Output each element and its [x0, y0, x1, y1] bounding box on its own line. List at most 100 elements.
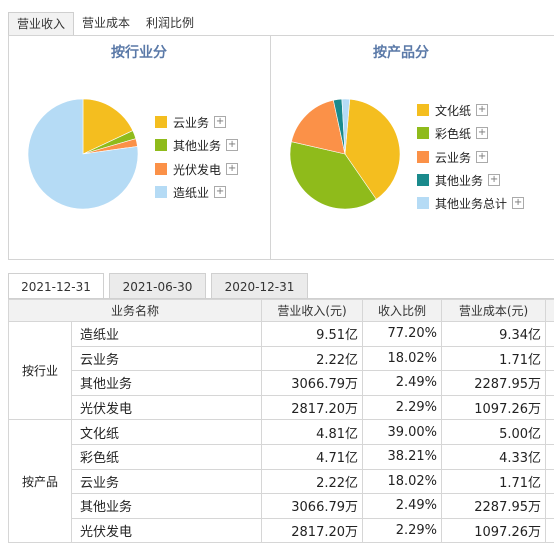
- row-cost: 1.71亿: [441, 345, 547, 372]
- legend-swatch: [155, 163, 167, 175]
- tab-cost[interactable]: 营业成本: [82, 16, 131, 30]
- product-chart-title: 按产品分: [373, 45, 429, 61]
- row-cost: 4.33亿: [441, 443, 547, 470]
- pie-slice-文化纸: [344, 98, 401, 200]
- chart-panel: [8, 35, 554, 260]
- group-label-product: 按产品: [8, 419, 72, 544]
- legend-swatch: [155, 139, 167, 151]
- row-revenue: 4.81亿: [261, 419, 364, 445]
- group-label-industry: 按行业: [8, 320, 72, 421]
- top-tab-bar: 营业收入 营业成本 利润比例: [8, 12, 202, 36]
- row-cost: 1.71亿: [441, 468, 547, 495]
- row-name: 造纸业: [70, 321, 263, 347]
- legend-item-cloud: 云业务 +: [417, 149, 489, 165]
- pie-slice-其他业务总计: [341, 98, 351, 155]
- row-cost: 9.34亿: [441, 321, 547, 347]
- header-ratio: 收入比例: [362, 299, 443, 322]
- legend-swatch: [417, 104, 429, 116]
- tab-revenue[interactable]: 营业收入: [8, 12, 75, 36]
- pie-slice-彩色纸: [289, 141, 377, 210]
- row-extra: [545, 493, 554, 519]
- row-cost: 5.00亿: [441, 419, 547, 445]
- legend-item-culture-paper: 文化纸 +: [417, 102, 489, 118]
- legend-label: 光伏发电: [173, 162, 222, 177]
- table-row: 其他业务 3066.79万 2.49% 2287.95万: [9, 370, 554, 396]
- row-extra: [545, 517, 554, 544]
- row-revenue: 3066.79万: [261, 493, 364, 519]
- legend-label: 云业务: [173, 115, 210, 130]
- row-revenue: 2817.20万: [261, 517, 364, 544]
- row-extra: [545, 468, 554, 495]
- legend-item-other-business: 其他业务 +: [417, 172, 501, 188]
- row-name: 光伏发电: [70, 517, 263, 544]
- legend-label: 其他业务总计: [435, 196, 508, 211]
- legend-item-other-business-total: 其他业务总计 +: [417, 195, 525, 211]
- row-revenue: 2817.20万: [261, 394, 364, 421]
- tab-date-2021-12-31[interactable]: 2021-12-31: [8, 273, 104, 299]
- tab-profit-ratio[interactable]: 利润比例: [146, 16, 195, 30]
- expand-plus-icon[interactable]: +: [226, 163, 239, 175]
- product-pie-chart: [289, 98, 401, 210]
- row-ratio: 77.20%: [362, 321, 443, 347]
- expand-plus-icon[interactable]: +: [476, 127, 489, 139]
- row-cost: 2287.95万: [441, 493, 547, 519]
- legend-swatch: [155, 116, 167, 128]
- row-revenue: 2.22亿: [261, 345, 364, 372]
- expand-plus-icon[interactable]: +: [226, 139, 239, 151]
- row-ratio: 38.21%: [362, 443, 443, 470]
- legend-item-color-paper: 彩色纸 +: [417, 125, 489, 141]
- legend-swatch: [155, 186, 167, 198]
- tab-date-2020-12-31[interactable]: 2020-12-31: [211, 273, 308, 299]
- row-extra: [545, 345, 554, 372]
- row-revenue: 3066.79万: [261, 370, 364, 396]
- expand-plus-icon[interactable]: +: [512, 197, 525, 209]
- row-name: 云业务: [70, 468, 263, 495]
- expand-plus-icon[interactable]: +: [214, 186, 227, 198]
- date-tab-underline: [8, 298, 554, 299]
- legend-swatch: [417, 174, 429, 186]
- expand-plus-icon[interactable]: +: [476, 104, 489, 116]
- row-name: 文化纸: [70, 419, 263, 445]
- legend-label: 云业务: [435, 150, 472, 165]
- row-name: 其他业务: [70, 493, 263, 519]
- legend-label: 其他业务: [435, 173, 484, 188]
- row-extra: [545, 321, 554, 347]
- legend-swatch: [417, 127, 429, 139]
- table-row: 云业务 2.22亿 18.02% 1.71亿: [9, 468, 554, 495]
- expand-plus-icon[interactable]: +: [214, 116, 227, 128]
- table-row: 云业务 2.22亿 18.02% 1.71亿: [9, 345, 554, 372]
- pie-slice-云业务: [291, 99, 346, 155]
- chart-divider: [270, 35, 271, 260]
- legend-swatch: [417, 197, 429, 209]
- legend-label: 造纸业: [173, 185, 210, 200]
- expand-plus-icon[interactable]: +: [476, 151, 489, 163]
- row-revenue: 4.71亿: [261, 443, 364, 470]
- table-row: 按行业 造纸业 9.51亿 77.20% 9.34亿: [8, 320, 554, 421]
- legend-item-paper: 造纸业 +: [155, 184, 227, 200]
- table-row: 光伏发电 2817.20万 2.29% 1097.26万: [9, 394, 554, 421]
- row-cost: 1097.26万: [441, 394, 547, 421]
- legend-item-solar: 光伏发电 +: [155, 161, 239, 177]
- row-ratio: 2.49%: [362, 370, 443, 396]
- header-business-name: 业务名称: [7, 299, 263, 322]
- row-name: 其他业务: [70, 370, 263, 396]
- legend-item-other-business: 其他业务 +: [155, 137, 239, 153]
- row-revenue: 2.22亿: [261, 468, 364, 495]
- row-extra: [545, 419, 554, 445]
- row-extra: [545, 370, 554, 396]
- row-cost: 1097.26万: [441, 517, 547, 544]
- industry-pie-chart: [27, 98, 139, 210]
- row-ratio: 18.02%: [362, 345, 443, 372]
- row-revenue: 9.51亿: [261, 321, 364, 347]
- row-ratio: 18.02%: [362, 468, 443, 495]
- table-header-row: 业务名称 营业收入(元) 收入比例 营业成本(元): [7, 299, 554, 322]
- expand-plus-icon[interactable]: +: [488, 174, 501, 186]
- legend-label: 文化纸: [435, 103, 472, 118]
- row-name: 光伏发电: [70, 394, 263, 421]
- business-breakdown-table: 业务名称 营业收入(元) 收入比例 营业成本(元) 按行业 造纸业 9.51亿 …: [7, 299, 554, 544]
- header-extra: [545, 299, 554, 322]
- table-row: 彩色纸 4.71亿 38.21% 4.33亿: [9, 443, 554, 470]
- pie-slice-云业务: [82, 98, 134, 155]
- tab-date-2021-06-30[interactable]: 2021-06-30: [109, 273, 206, 299]
- header-revenue: 营业收入(元): [261, 299, 364, 322]
